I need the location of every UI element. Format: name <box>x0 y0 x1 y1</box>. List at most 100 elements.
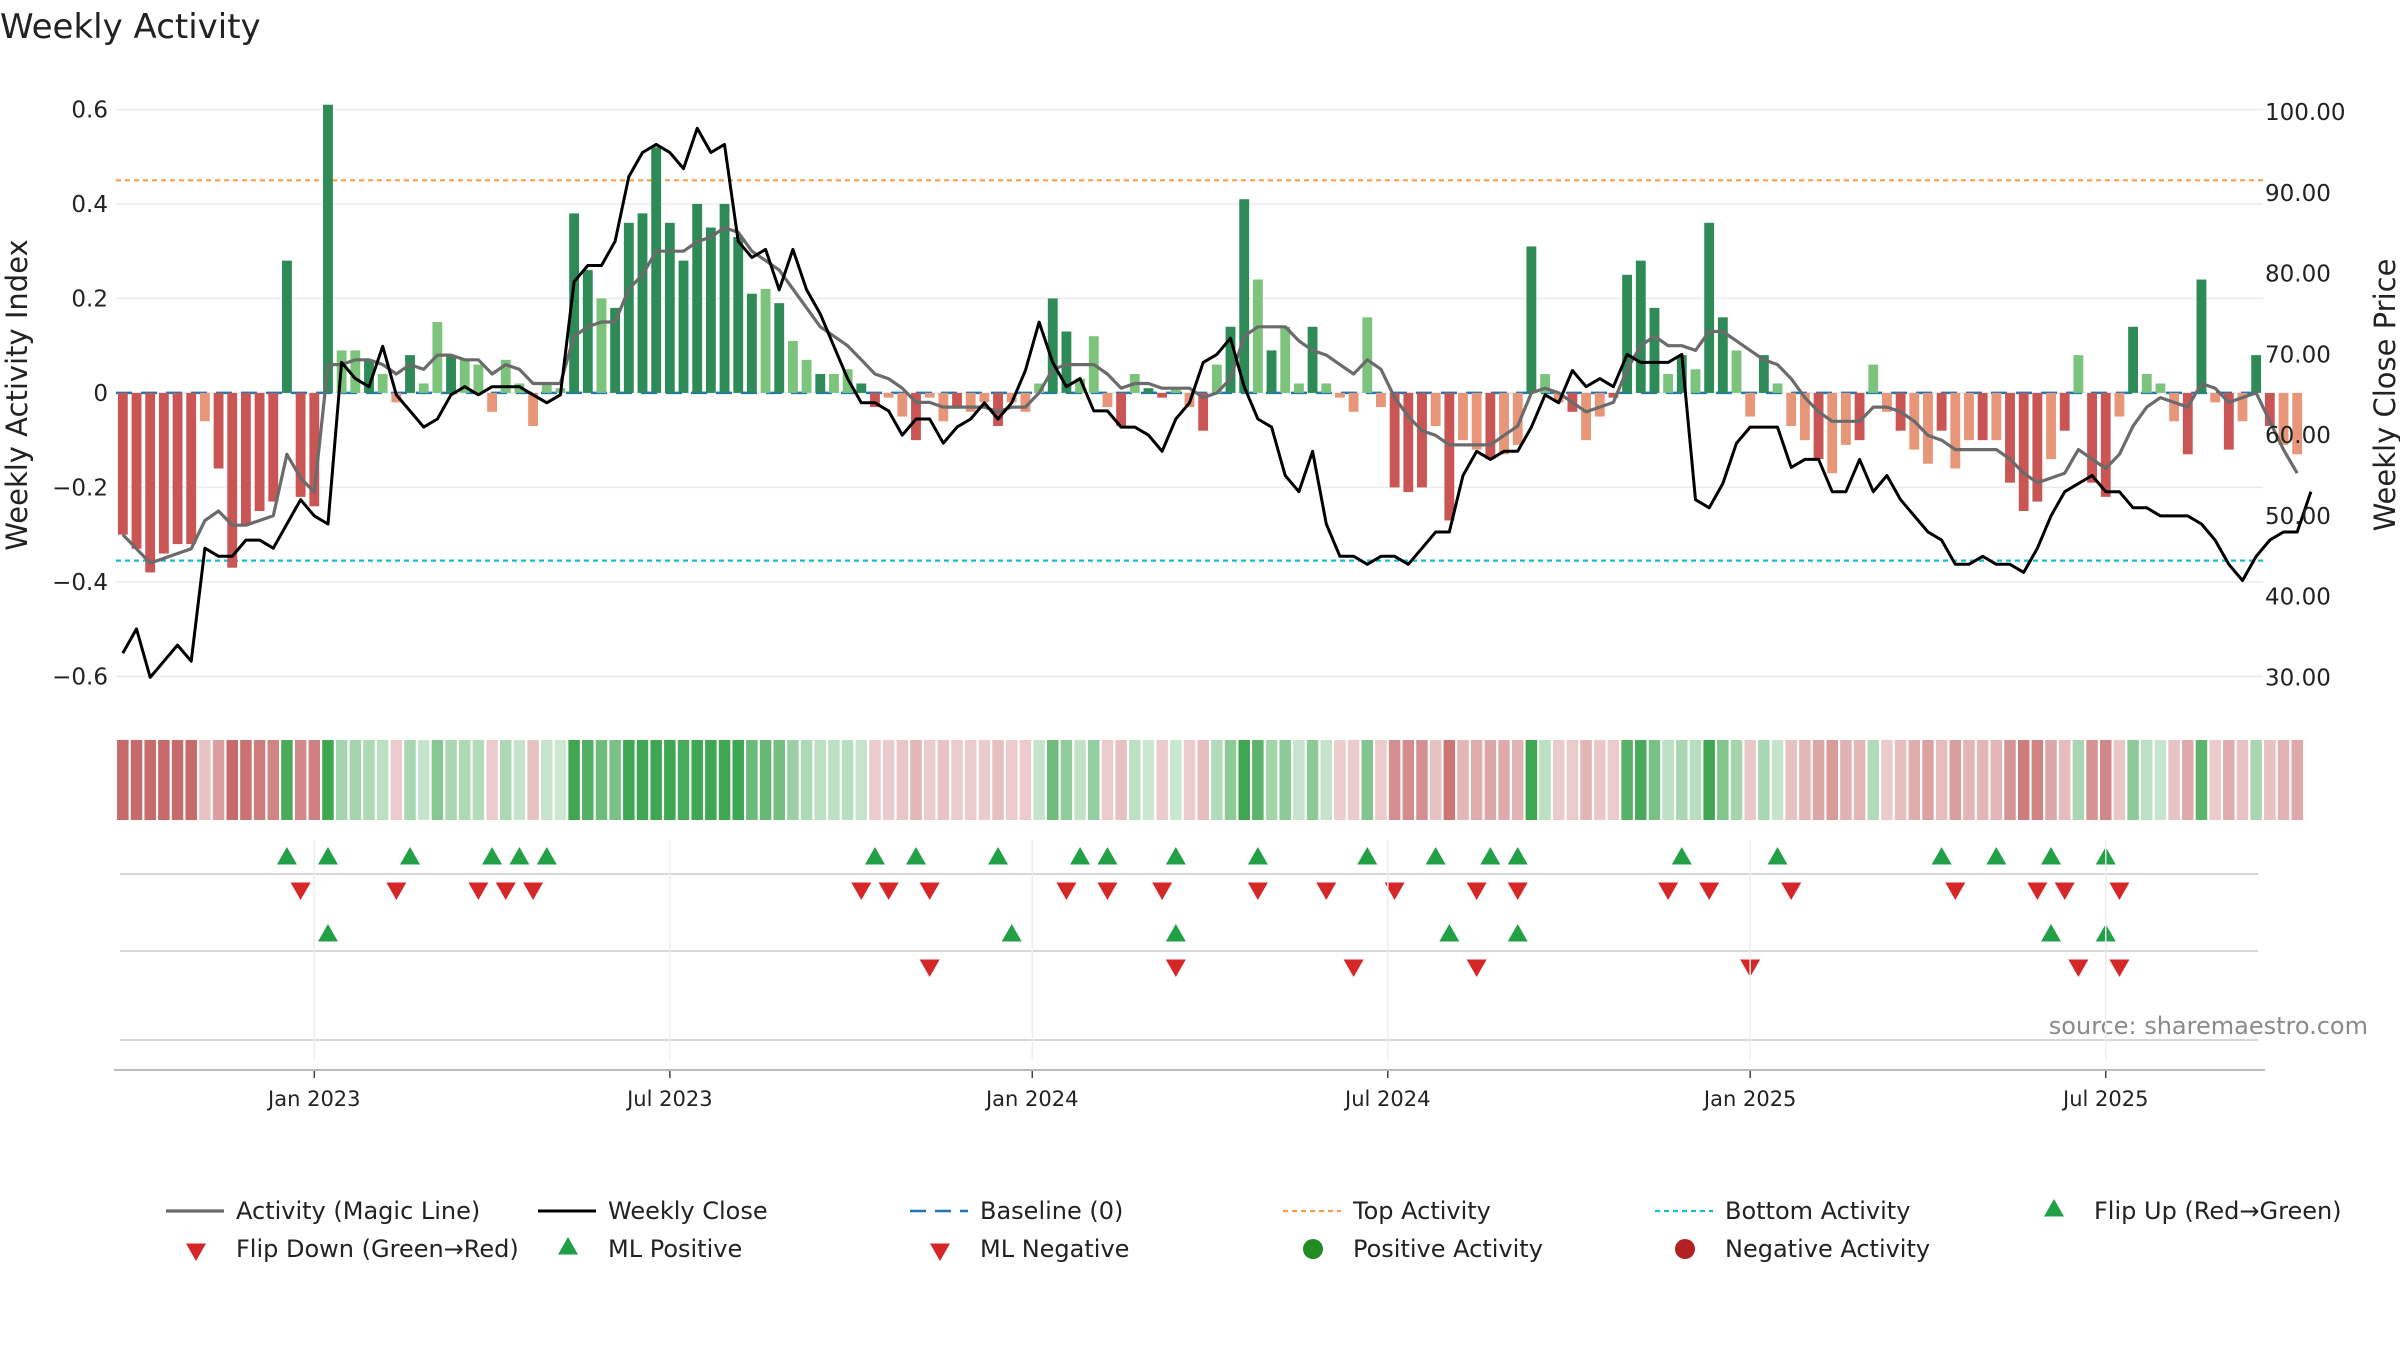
activity-bar <box>2210 392 2221 403</box>
activity-bar <box>2278 392 2289 445</box>
activity-bar <box>1293 383 1304 393</box>
heat-cell <box>691 740 703 820</box>
heat-cell <box>1142 740 1155 820</box>
heat-cell <box>2086 740 2098 820</box>
ml-negative-marker <box>1056 882 1077 900</box>
activity-bar <box>1854 392 1865 441</box>
heat-cell <box>636 740 649 820</box>
heat-cell <box>1785 740 1797 820</box>
activity-bar <box>1717 317 1728 393</box>
activity-bar <box>2005 392 2015 483</box>
ml-negative-marker <box>2109 882 2130 900</box>
heat-cell <box>1676 740 1688 820</box>
legend-close-label: Weekly Close <box>608 1197 768 1225</box>
activity-bar <box>364 359 374 393</box>
ml-positive-marker <box>2041 847 2062 865</box>
activity-bar <box>1348 392 1359 412</box>
legend-negact-label: Negative Activity <box>1725 1235 1930 1263</box>
heat-cell <box>1402 740 1415 820</box>
ml-negative-marker <box>386 882 407 900</box>
x-tick-label: Jul 2025 <box>2061 1087 2148 1111</box>
ml-negative-marker <box>919 959 940 977</box>
ml-positive-marker <box>1986 847 2007 865</box>
heat-cell <box>759 740 772 820</box>
activity-bar <box>1731 350 1742 393</box>
heat-cell <box>1730 740 1743 820</box>
heat-cell <box>308 740 321 820</box>
ml-negative-marker <box>1466 882 1487 900</box>
heat-cell <box>1648 740 1661 820</box>
heat-cell <box>2223 740 2235 820</box>
y-axis-label: Weekly Activity Index <box>0 239 34 550</box>
heat-cell <box>2031 740 2044 820</box>
y-tick-label: 0 <box>93 381 108 407</box>
activity-bar <box>2155 383 2166 393</box>
activity-bar <box>2251 355 2262 393</box>
heat-cell <box>1976 740 1989 820</box>
activity-bar <box>965 392 976 412</box>
activity-bar <box>1143 388 1154 393</box>
activity-bar <box>623 222 634 393</box>
activity-bar <box>1704 222 1715 393</box>
ml-positive-marker <box>482 847 503 865</box>
heat-cell <box>1265 740 1278 820</box>
activity-bar <box>2059 392 2070 431</box>
activity-bar <box>1690 369 1701 393</box>
activity-heat-strip <box>117 740 2303 820</box>
ml-negative-marker <box>2109 959 2130 977</box>
heat-cell <box>2017 740 2030 820</box>
ml-negative-marker <box>1152 882 1173 900</box>
activity-bar <box>1676 355 1687 393</box>
ml-positive-marker <box>988 847 1009 865</box>
activity-bar <box>746 293 757 393</box>
heat-cell <box>2113 740 2126 820</box>
heat-cell <box>2099 740 2112 820</box>
heat-cell <box>951 740 963 820</box>
activity-bar <box>774 303 785 393</box>
activity-bar <box>268 392 279 502</box>
ml-negative-marker <box>1466 959 1487 977</box>
activity-bar <box>1813 392 1824 460</box>
heat-cell <box>1525 740 1538 820</box>
legend-posact-label: Positive Activity <box>1353 1235 1543 1263</box>
ml-negative-marker <box>468 882 489 900</box>
y-tick-label: −0.6 <box>52 664 108 690</box>
x-axis: Jan 2023 Jul 2023 Jan 2024 Jul 2024 Jan 2025… <box>114 840 2265 1111</box>
heat-cell <box>1552 740 1565 820</box>
heat-cell <box>294 740 307 820</box>
heat-cell <box>841 740 854 820</box>
ml-positive-marker <box>1001 924 1022 942</box>
activity-bar <box>678 260 689 393</box>
legend-baseline-label: Baseline (0) <box>980 1197 1123 1225</box>
activity-bar <box>719 203 730 393</box>
ml-positive-marker <box>1097 847 1118 865</box>
legend-top-label: Top Activity <box>1352 1197 1491 1225</box>
activity-bar <box>870 392 880 408</box>
activity-bar <box>1950 392 1961 469</box>
activity-bar <box>405 355 415 393</box>
heat-cell <box>1990 740 2003 820</box>
legend-mlpos-swatch <box>558 1237 578 1255</box>
chart-title: Weekly Activity <box>0 7 261 47</box>
activity-bar <box>1417 392 1427 488</box>
activity-bar <box>2169 392 2180 422</box>
activity-bar <box>1252 279 1263 393</box>
activity-bar <box>2237 392 2248 422</box>
heat-cell <box>404 740 416 820</box>
heat-cell <box>2236 740 2249 820</box>
activity-bar <box>1211 364 1222 393</box>
heat-cell <box>486 740 498 820</box>
activity-bar <box>1020 392 1031 412</box>
axis-ticks: −0.6 −0.4 −0.2 0 0.2 0.4 0.6 30.00 40.00 50.00 60.… <box>52 97 2345 691</box>
heat-cell <box>1511 740 1524 820</box>
activity-bar <box>1964 392 1974 441</box>
activity-bar <box>1608 392 1619 398</box>
activity-bar <box>446 355 456 393</box>
y-tick-label: 0.6 <box>71 97 108 123</box>
heat-cell <box>1607 740 1620 820</box>
activity-bar <box>500 359 511 393</box>
chart-legend: Activity (Magic Line) Weekly Close Baselin… <box>166 1197 2342 1263</box>
activity-bar <box>2100 392 2111 497</box>
heat-cell <box>1224 740 1237 820</box>
activity-bar <box>145 392 156 573</box>
